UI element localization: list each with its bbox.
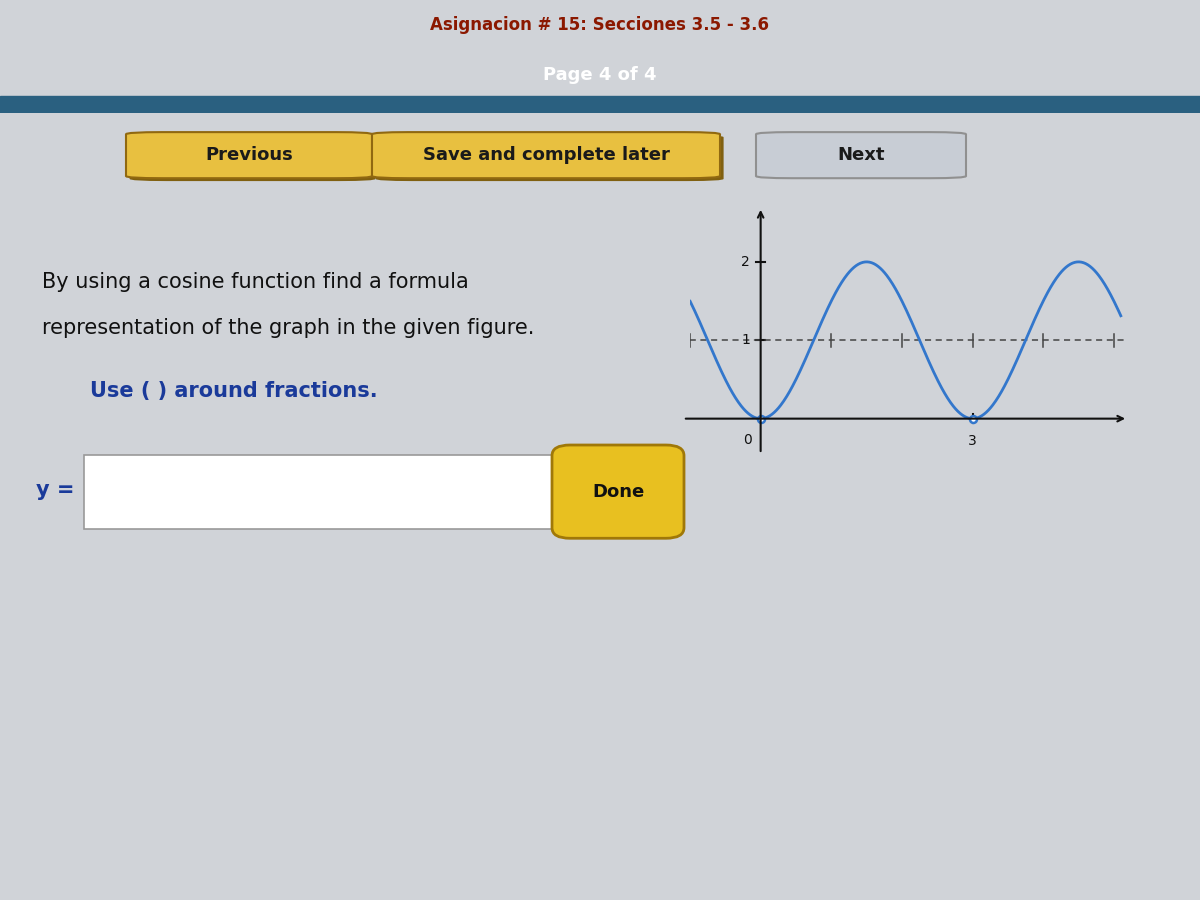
FancyBboxPatch shape [756, 132, 966, 178]
Text: By using a cosine function find a formula: By using a cosine function find a formul… [42, 272, 469, 292]
FancyBboxPatch shape [376, 135, 724, 181]
Bar [0, 96, 1200, 112]
Text: representation of the graph in the given figure.: representation of the graph in the given… [42, 318, 534, 338]
Text: Page 4 of 4: Page 4 of 4 [544, 66, 656, 84]
Text: Next: Next [838, 146, 884, 164]
Text: Save and complete later: Save and complete later [422, 146, 670, 164]
FancyBboxPatch shape [130, 135, 376, 181]
Text: y =: y = [36, 481, 74, 500]
Text: Use ( ) around fractions.: Use ( ) around fractions. [90, 382, 378, 401]
FancyBboxPatch shape [84, 454, 570, 529]
Text: 1: 1 [742, 333, 750, 347]
FancyBboxPatch shape [372, 132, 720, 178]
Text: Done: Done [592, 482, 644, 500]
Text: 2: 2 [742, 255, 750, 269]
FancyBboxPatch shape [126, 132, 372, 178]
Text: 3: 3 [968, 435, 977, 448]
FancyBboxPatch shape [552, 445, 684, 538]
Text: 0: 0 [744, 433, 752, 446]
Text: Asignacion # 15: Secciones 3.5 - 3.6: Asignacion # 15: Secciones 3.5 - 3.6 [431, 15, 769, 33]
Text: Previous: Previous [205, 146, 293, 164]
